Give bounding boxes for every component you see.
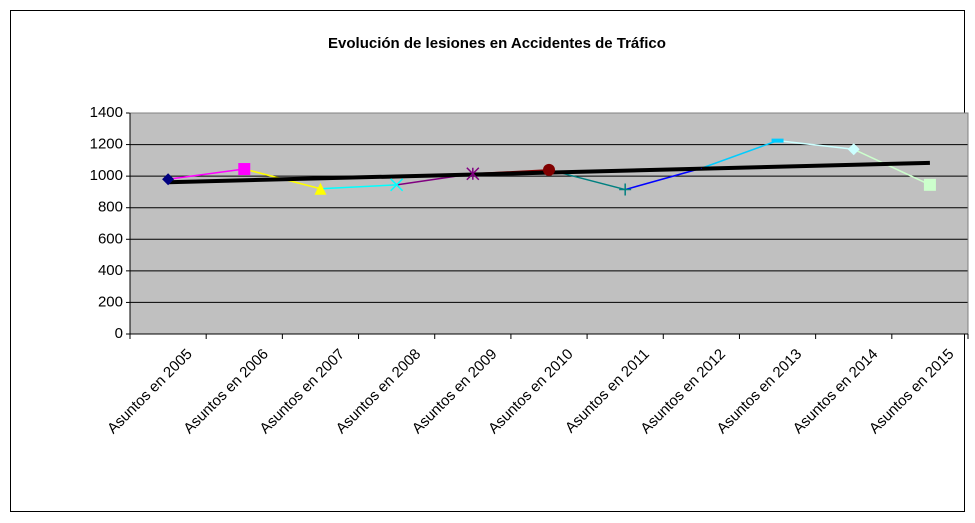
- y-tick-label: 400: [98, 262, 123, 279]
- line-segment: [624, 167, 702, 191]
- plot-area: [130, 113, 968, 334]
- line-segment: [853, 148, 931, 186]
- y-tick-label: 0: [115, 325, 123, 342]
- marker: [923, 178, 936, 191]
- line-segment: [320, 184, 397, 190]
- y-tick-label: 1000: [90, 167, 123, 184]
- marker: [847, 143, 860, 156]
- marker: [238, 163, 251, 176]
- line-segment: [777, 139, 854, 151]
- y-tick-label: 1400: [90, 104, 123, 121]
- chart-title: Evolución de lesiones en Accidentes de T…: [328, 35, 666, 52]
- marker: [619, 183, 632, 196]
- line-segment: [167, 168, 245, 181]
- marker: [771, 138, 784, 143]
- marker: [700, 167, 702, 169]
- y-tick-label: 1200: [90, 136, 123, 153]
- marker: [466, 167, 480, 181]
- marker: [162, 173, 175, 186]
- y-tick-label: 800: [98, 199, 123, 216]
- marker: [390, 178, 404, 192]
- line-segment: [701, 139, 778, 169]
- marker: [314, 182, 327, 195]
- marker: [543, 163, 555, 176]
- y-tick-label: 200: [98, 293, 123, 310]
- y-tick-label: 600: [98, 230, 123, 247]
